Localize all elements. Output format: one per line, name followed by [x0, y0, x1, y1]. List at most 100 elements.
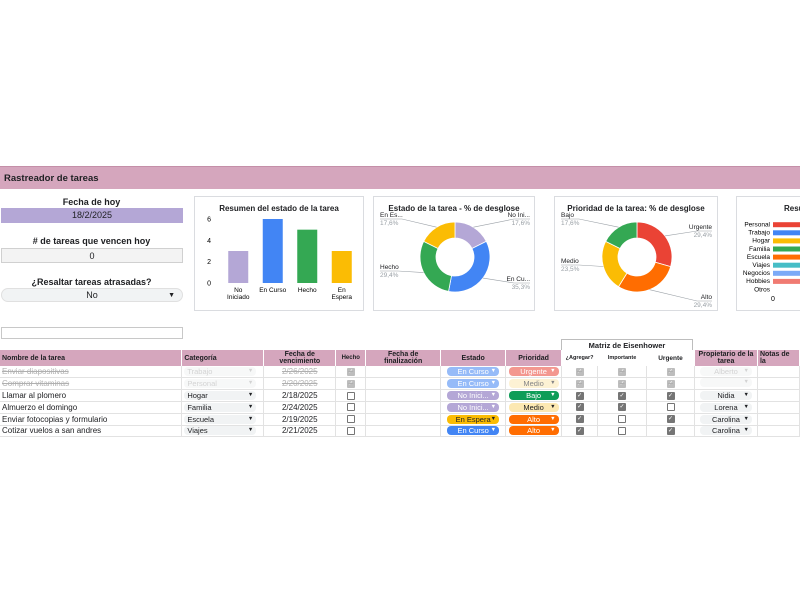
notes-cell[interactable]	[757, 413, 800, 426]
finish-date-cell[interactable]	[365, 425, 442, 438]
important-checkbox[interactable]: ✓	[618, 379, 627, 388]
urgent-checkbox[interactable]: ✓	[666, 426, 675, 435]
add-checkbox[interactable]: ✓	[575, 403, 584, 412]
notes-cell[interactable]	[757, 425, 800, 438]
category-label: Familia	[749, 246, 770, 253]
chevron-down-icon: ▼	[490, 403, 497, 410]
notes-cell[interactable]	[757, 377, 800, 391]
priority-cell: Medio ▼	[505, 377, 563, 391]
task-name-cell[interactable]: Cotizar vuelos a san andres	[0, 425, 183, 438]
due-date-cell[interactable]: 2/20/2025	[263, 377, 337, 391]
add-checkbox[interactable]: ✓	[575, 415, 584, 424]
leader-line	[380, 270, 424, 273]
done-cell	[335, 401, 367, 414]
status-select[interactable]: En Curso ▼	[447, 367, 500, 377]
slice-label: Alto	[701, 294, 713, 301]
priority-select[interactable]: Medio ▼	[508, 379, 559, 389]
finish-date-cell[interactable]	[365, 377, 442, 391]
done-cell	[335, 425, 367, 438]
highlight-overdue-select[interactable]: No ▼	[1, 288, 183, 302]
owner-select[interactable]: Nidia ▼	[699, 391, 752, 401]
finish-date-cell[interactable]	[365, 401, 442, 414]
col-priority: Prioridad	[505, 350, 563, 366]
urgent-checkbox[interactable]: ✓	[666, 367, 675, 376]
x-tick-label: En	[338, 287, 346, 294]
due-date-cell[interactable]: 2/24/2025	[263, 401, 337, 414]
urgent-checkbox[interactable]: ✓	[666, 415, 675, 424]
task-name-cell[interactable]: Llamar al plomero	[0, 389, 183, 402]
empty-input-cell[interactable]	[1, 327, 183, 339]
task-name-cell[interactable]: Enviar fotocopias y formulario	[0, 413, 183, 426]
add-checkbox[interactable]: ✓	[575, 426, 584, 435]
done-checkbox[interactable]: ✓	[346, 379, 355, 388]
owner-select[interactable]: Carolina ▼	[699, 426, 752, 436]
status-select[interactable]: No Inici... ▼	[447, 402, 500, 412]
urgent-checkbox[interactable]: ✓	[666, 391, 675, 400]
priority-select[interactable]: Medio ▼	[508, 402, 559, 412]
category-select[interactable]: Hogar ▼	[184, 391, 257, 401]
add-checkbox[interactable]: ✓	[575, 379, 584, 388]
urgent-checkbox[interactable]: ✓	[666, 379, 675, 388]
bar-negocios	[773, 270, 800, 276]
done-checkbox[interactable]: ✓	[346, 367, 355, 376]
status-select[interactable]: No Inici... ▼	[447, 391, 500, 401]
notes-cell[interactable]	[757, 401, 800, 414]
priority-cell: Bajo ▼	[505, 389, 563, 402]
important-checkbox[interactable]	[618, 415, 627, 424]
category-label: Personal	[744, 222, 770, 229]
add-cell: ✓	[561, 389, 599, 402]
category-select[interactable]: Personal ▼	[184, 379, 257, 389]
urgent-checkbox[interactable]	[666, 403, 675, 412]
important-checkbox[interactable]: ✓	[618, 391, 627, 400]
done-checkbox[interactable]	[346, 403, 355, 412]
col-category: Categoría	[181, 350, 265, 366]
done-checkbox[interactable]	[346, 426, 355, 435]
priority-select[interactable]: Urgente ▼	[508, 367, 559, 377]
today-value[interactable]: 18/2/2025	[1, 208, 183, 223]
category-select[interactable]: Familia ▼	[184, 402, 257, 412]
owner-select[interactable]: ▼	[699, 378, 752, 388]
finish-date-cell[interactable]	[365, 366, 442, 379]
status-select[interactable]: En Espera ▼	[447, 414, 500, 424]
due-date-cell[interactable]: 2/18/2025	[263, 389, 337, 402]
task-name-cell[interactable]: Comprar vitaminas	[0, 377, 183, 391]
add-checkbox[interactable]: ✓	[575, 391, 584, 400]
chevron-down-icon: ▼	[550, 403, 556, 410]
slice-percent: 35,3%	[512, 284, 531, 291]
leader-line	[649, 289, 712, 302]
task-name-cell[interactable]: Almuerzo el domingo	[0, 401, 183, 414]
category-select-text: Viajes	[187, 426, 208, 436]
category-select[interactable]: Trabajo ▼	[184, 367, 257, 377]
done-checkbox[interactable]	[346, 391, 355, 400]
due-date-cell[interactable]: 2/21/2025	[263, 425, 337, 438]
finish-date-cell[interactable]	[365, 389, 442, 402]
due-today-label: # de tareas que vencen hoy	[32, 236, 151, 246]
owner-select[interactable]: Carolina ▼	[699, 414, 752, 424]
priority-select[interactable]: Alto ▼	[508, 426, 559, 436]
finish-date-cell[interactable]	[365, 413, 442, 426]
notes-cell[interactable]	[757, 366, 800, 379]
owner-select[interactable]: Alberto ▼	[699, 367, 752, 377]
add-checkbox[interactable]: ✓	[575, 367, 584, 376]
task-name-cell[interactable]: Enviar diapositivas	[0, 366, 183, 379]
category-label: Hogar	[752, 238, 771, 245]
priority-select[interactable]: Alto ▼	[508, 414, 559, 424]
col-notes: Notas de la	[757, 350, 800, 366]
priority-select[interactable]: Bajo ▼	[508, 391, 559, 401]
y-tick-label: 2	[207, 259, 211, 266]
important-checkbox[interactable]: ✓	[618, 403, 627, 412]
status-select[interactable]: En Curso ▼	[447, 426, 500, 436]
category-select[interactable]: Viajes ▼	[184, 426, 257, 436]
notes-cell[interactable]	[757, 389, 800, 402]
due-date-cell[interactable]: 2/26/2025	[263, 366, 337, 379]
status-select-text: No Inici...	[457, 402, 489, 412]
category-select[interactable]: Escuela ▼	[184, 414, 257, 424]
important-checkbox[interactable]	[618, 426, 627, 435]
owner-select[interactable]: Lorena ▼	[699, 402, 752, 412]
due-date-cell[interactable]: 2/19/2025	[263, 413, 337, 426]
status-select[interactable]: En Curso ▼	[447, 379, 500, 389]
important-checkbox[interactable]: ✓	[618, 367, 627, 376]
table-row: Enviar diapositivas Trabajo ▼ 2/26/2025 ✓ En …	[0, 366, 800, 379]
done-checkbox[interactable]	[346, 415, 355, 424]
slice-alto	[617, 261, 672, 293]
